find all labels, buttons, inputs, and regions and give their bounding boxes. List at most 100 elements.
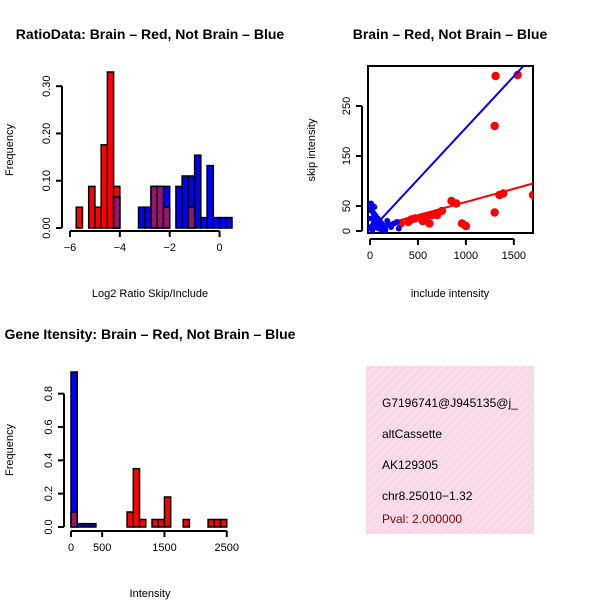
ratio-bar-overlap-hatch xyxy=(112,196,121,229)
scatter-point-brain xyxy=(490,208,499,217)
ratio-bar-overlap-hatch xyxy=(156,185,165,229)
ratio-bar-not-brain xyxy=(175,185,183,229)
scatter-point-brain xyxy=(461,221,471,231)
ratio-y-tick-label: 0.30 xyxy=(41,75,53,96)
scatter-x-tick-label: 1000 xyxy=(454,250,478,262)
scatter-y-tick-label: 0 xyxy=(341,228,353,234)
pval: Pval: 2.000000 xyxy=(382,512,462,526)
intensity-histogram: Gene Itensity: Brain – Red, Not Brain – … xyxy=(4,326,296,600)
scatter-point-not-brain xyxy=(368,215,374,222)
ratio-bars xyxy=(75,71,233,229)
intensity-x-tick-label: 1500 xyxy=(152,542,176,554)
ratio-bar-not-brain xyxy=(137,206,146,229)
intensity-bar-not-brain xyxy=(76,522,85,528)
intensity-bar-brain xyxy=(157,518,166,528)
intensity-bar-brain xyxy=(213,518,222,528)
intensity-bar-brain xyxy=(207,518,216,528)
intensity-y-axis: 0.0 0.2 0.4 0.6 0.8 xyxy=(43,386,65,535)
scatter-y-axis: 0 50 150 250 xyxy=(341,97,363,234)
scatter-frame xyxy=(367,65,534,234)
scatter-point-not-brain xyxy=(382,227,389,233)
genomic-location: chr8.25010−1.32 xyxy=(382,489,473,503)
ratio-y-tick-label: 0.20 xyxy=(41,123,53,144)
ratio-bar-brain xyxy=(106,71,115,229)
ratio-y-tick-label: 0.10 xyxy=(41,170,53,191)
intensity-y-tick-label: 0.6 xyxy=(43,419,55,434)
intensity-x-tick-label: 500 xyxy=(93,542,111,554)
fit-line-not-brain xyxy=(369,66,525,232)
intensity-bar-brain xyxy=(182,518,191,528)
scatter-point-brain xyxy=(528,190,533,200)
ratio-x-tick-label: −4 xyxy=(114,242,127,254)
ratio-bar-not-brain xyxy=(200,216,208,229)
scatter-point-not-brain xyxy=(371,204,378,210)
scatter-point-brain xyxy=(491,71,500,81)
ratio-bar-brain xyxy=(75,206,84,229)
scatter-point-brain xyxy=(404,217,413,227)
intensity-bars xyxy=(70,371,228,528)
accession: AK129305 xyxy=(382,458,438,472)
ratio-bar-not-brain xyxy=(144,206,152,229)
scatter-point-not-brain xyxy=(393,219,400,225)
intensity-x-axis: 0 500 1500 2500 xyxy=(68,530,239,554)
info-background xyxy=(366,366,534,534)
scatter-point-brain xyxy=(432,210,442,220)
scatter-x-axis: 0 500 1000 1500 xyxy=(367,238,526,262)
scatter-x-label: include intensity xyxy=(411,288,490,300)
ratio-y-tick-label: 0.00 xyxy=(41,217,53,238)
scatter-point-not-brain xyxy=(384,218,391,224)
ratio-x-tick-label: −2 xyxy=(163,242,176,254)
ratio-bar-overlap-hatch xyxy=(150,185,158,229)
ratio-x-tick-label: −6 xyxy=(64,242,77,254)
intensity-bar-overlap-hatch xyxy=(70,511,78,528)
intensity-y-label: Frequency xyxy=(4,424,16,476)
ratio-bar-not-brain xyxy=(193,154,202,229)
intensity-bar-brain xyxy=(138,518,147,528)
intensity-y-tick-label: 0.8 xyxy=(43,386,55,401)
ratio-x-label: Log2 Ratio Skip/Include xyxy=(92,288,208,300)
intensity-y-tick-label: 0.2 xyxy=(43,486,55,501)
intensity-x-label: Intensity xyxy=(130,588,171,600)
intensity-bar-not-brain xyxy=(82,522,91,528)
scatter-point-brain xyxy=(490,121,499,131)
scatter-y-tick-label: 50 xyxy=(341,200,353,212)
ratio-bar-not-brain xyxy=(206,164,215,229)
intensity-y-tick-label: 0.0 xyxy=(43,519,55,534)
scatter-y-tick-label: 150 xyxy=(341,147,353,165)
scatter-plot: Brain – Red, Not Brain – Blue 0 500 1000 15… xyxy=(306,26,547,300)
scatter-point-not-brain xyxy=(395,225,402,232)
intensity-bar-brain xyxy=(163,496,172,528)
event-type: altCassette xyxy=(382,427,442,441)
intensity-bar-brain xyxy=(219,518,228,528)
intensity-bar-brain xyxy=(126,511,135,528)
info-text-clip: G7196741@J945135@j_ altCassette AK129305… xyxy=(382,396,518,526)
info-panel: G7196741@J945135@j_ altCassette AK129305… xyxy=(366,366,534,534)
ratio-y-axis: 0.00 0.10 0.20 0.30 xyxy=(41,75,63,239)
scatter-y-tick-label: 250 xyxy=(341,97,353,115)
ratio-title: RatioData: Brain – Red, Not Brain – Blue xyxy=(16,26,285,42)
ratio-x-axis: −6 −4 −2 0 xyxy=(64,230,223,254)
ratio-bar-overlap-hatch xyxy=(187,206,196,229)
ratio-x-tick-label: 0 xyxy=(216,242,222,254)
ratio-bar-brain xyxy=(100,144,109,229)
ratio-bar-brain xyxy=(87,185,96,229)
scatter-x-tick-label: 0 xyxy=(367,250,373,262)
ratio-histogram: RatioData: Brain – Red, Not Brain – Blue… xyxy=(4,26,284,300)
ratio-bar-not-brain xyxy=(212,216,221,229)
scatter-point-brain xyxy=(425,219,434,228)
intensity-y-tick-label: 0.4 xyxy=(43,453,55,468)
intensity-bar-brain xyxy=(151,518,159,528)
scatter-x-tick-label: 500 xyxy=(409,250,427,262)
scatter-point-not-brain xyxy=(388,224,395,230)
ratio-bar-not-brain xyxy=(218,216,227,229)
intensity-title: Gene Itensity: Brain – Red, Not Brain – … xyxy=(5,326,296,342)
probe-id: G7196741@J945135@j_ xyxy=(382,396,518,410)
intensity-bar-brain xyxy=(132,467,141,528)
intensity-x-tick-label: 0 xyxy=(68,542,74,554)
ratio-bar-overlap-hatch xyxy=(162,206,171,229)
scatter-points xyxy=(368,66,533,233)
ratio-bar-not-brain xyxy=(181,175,190,229)
ratio-bar-not-brain xyxy=(225,216,233,229)
ratio-y-label: Frequency xyxy=(4,124,16,176)
